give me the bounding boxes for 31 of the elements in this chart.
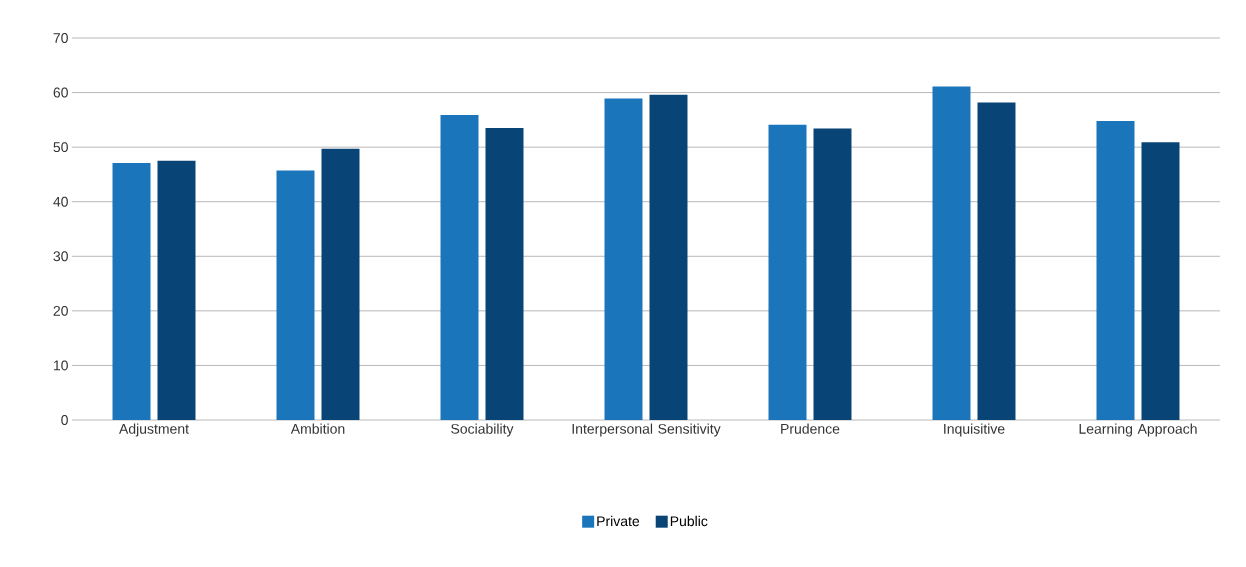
x-tick-label: Ambition: [290, 423, 345, 434]
bar: [932, 86, 971, 420]
bar: [977, 102, 1016, 420]
bar: [321, 148, 360, 420]
x-tick-label: Sociability: [451, 423, 514, 437]
legend-label: Private: [597, 515, 640, 527]
x-tick-label: Inquisitive: [944, 423, 1005, 437]
x-tick-label: Learning Approach: [1079, 423, 1197, 437]
bar: [157, 160, 196, 420]
y-tick-label: 40: [53, 196, 68, 207]
bar: [440, 114, 479, 420]
x-tick-label: Adjustment: [119, 423, 189, 437]
y-tick-label: 70: [53, 33, 68, 43]
bar: [604, 98, 643, 420]
legend-label: Public: [670, 515, 708, 527]
bar: [485, 128, 524, 420]
x-tick-label: Prudence: [781, 423, 840, 434]
bar: [112, 162, 151, 420]
bar: [1141, 142, 1180, 420]
y-tick-label: 60: [53, 87, 68, 98]
bar: [1096, 120, 1135, 420]
y-tick-label: 10: [53, 360, 68, 371]
y-tick-label: 20: [53, 305, 68, 316]
bar: [813, 128, 852, 420]
x-tick-label: Interpersonal Sensitivity: [572, 423, 721, 437]
y-tick-label: 50: [53, 142, 68, 153]
bar: [276, 170, 315, 420]
y-tick-label: 30: [53, 251, 68, 262]
bar: [649, 94, 688, 420]
bar: [768, 124, 807, 420]
y-tick-label: 0: [61, 415, 68, 425]
